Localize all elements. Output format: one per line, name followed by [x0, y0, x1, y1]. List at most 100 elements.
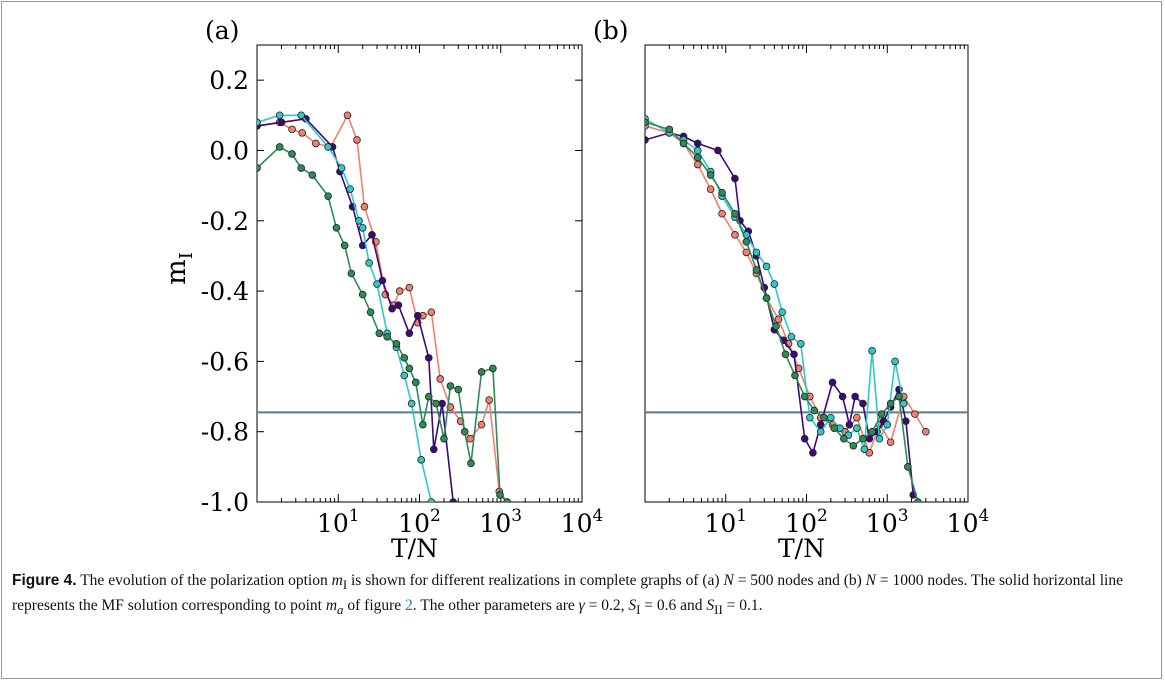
data-point — [477, 368, 486, 376]
data-point — [407, 399, 416, 408]
x-tick-label: 102 — [398, 506, 441, 538]
data-point — [762, 262, 771, 271]
data-point — [392, 340, 401, 348]
caption-math: m — [325, 597, 338, 615]
y-tick-label: -1.0 — [201, 488, 249, 517]
data-point — [830, 424, 838, 432]
y-tick-label: 0.0 — [209, 136, 249, 165]
data-point — [849, 441, 858, 450]
data-point — [503, 498, 511, 502]
data-point — [810, 406, 819, 415]
data-point — [394, 301, 403, 309]
data-point — [405, 364, 414, 373]
data-point — [308, 171, 317, 179]
data-point — [324, 143, 332, 151]
data-point — [436, 375, 445, 383]
data-point — [742, 238, 751, 246]
series-line — [257, 145, 508, 502]
data-point — [787, 332, 796, 341]
data-point — [405, 283, 414, 292]
data-point — [312, 139, 320, 148]
data-point — [731, 231, 739, 239]
data-point — [275, 143, 284, 151]
data-point — [378, 276, 387, 285]
data-point — [827, 413, 835, 422]
data-point — [645, 136, 649, 144]
data-point — [706, 185, 715, 193]
data-point — [838, 392, 847, 401]
data-point — [454, 385, 463, 394]
figure-caption: Figure 4. The evolution of the polarizat… — [12, 570, 1152, 620]
data-point — [257, 118, 261, 127]
data-point — [375, 329, 384, 338]
data-point — [358, 224, 367, 232]
caption-text: The evolution of the polarization option — [80, 572, 332, 589]
data-point — [460, 427, 469, 436]
caption-text: = 0.1. — [722, 597, 763, 615]
data-point — [886, 438, 895, 447]
data-point — [806, 413, 814, 422]
data-point — [427, 498, 436, 502]
x-tick-label: 102 — [785, 506, 828, 538]
data-point — [828, 378, 837, 387]
plot-frame — [644, 44, 969, 503]
figure-2-link[interactable]: 2 — [405, 597, 413, 615]
caption-sub: II — [714, 602, 723, 618]
panel-a: 0.2 0.0 -0.2 -0.4 -0.6 -0.8 -1.0 101 102 103 104 T/… — [161, 16, 603, 560]
caption-math: N — [865, 572, 877, 589]
y-tick-label: -0.2 — [201, 207, 249, 236]
data-point — [388, 304, 396, 313]
data-point — [731, 209, 739, 218]
data-point — [355, 216, 363, 225]
series-line — [645, 125, 927, 456]
data-point — [417, 456, 426, 464]
data-point — [718, 209, 726, 218]
data-point — [277, 118, 286, 127]
data-point — [693, 146, 702, 155]
caption-text: = 0.2, — [584, 597, 629, 615]
y-tick-label: 0.2 — [209, 66, 249, 95]
data-point — [432, 399, 440, 408]
data-point — [400, 354, 409, 362]
data-point — [851, 392, 859, 401]
caption-math: m — [331, 572, 343, 589]
data-point — [449, 498, 458, 502]
data-point — [665, 125, 674, 134]
data-point — [762, 294, 771, 302]
y-tick-label: -0.6 — [201, 347, 249, 376]
data-point — [485, 396, 493, 404]
data-point — [706, 171, 715, 179]
x-tick-label: 103 — [866, 506, 909, 538]
caption-sub: a — [337, 602, 344, 618]
data-point — [440, 434, 448, 443]
data-point — [489, 364, 497, 373]
data-point — [368, 231, 376, 239]
caption-sub: I — [342, 577, 348, 593]
y-tick-label: -0.8 — [201, 418, 249, 447]
caption-math: S — [706, 597, 715, 615]
data-point — [791, 371, 799, 380]
data-point — [845, 420, 854, 429]
data-point — [840, 434, 848, 443]
data-point — [395, 287, 404, 295]
data-point — [343, 111, 352, 120]
data-point — [883, 420, 892, 429]
data-point — [340, 241, 349, 250]
y-axis-label: mI — [161, 252, 197, 285]
caption-text: is shown for different realizations in c… — [347, 572, 724, 589]
caption-text: of figure — [343, 597, 406, 615]
caption-text: . The other parameters are — [412, 597, 579, 615]
panel-label: (b) — [593, 16, 629, 45]
x-tick-label: 101 — [704, 506, 747, 538]
data-point — [298, 129, 306, 137]
data-point — [446, 382, 455, 390]
figure-label: Figure 4. — [12, 572, 77, 589]
data-point — [904, 463, 912, 471]
data-point — [411, 378, 420, 387]
data-point — [332, 224, 341, 232]
data-point — [346, 185, 354, 193]
data-point — [816, 427, 825, 436]
data-point — [914, 498, 922, 502]
data-point — [693, 153, 702, 162]
data-point — [714, 146, 722, 155]
